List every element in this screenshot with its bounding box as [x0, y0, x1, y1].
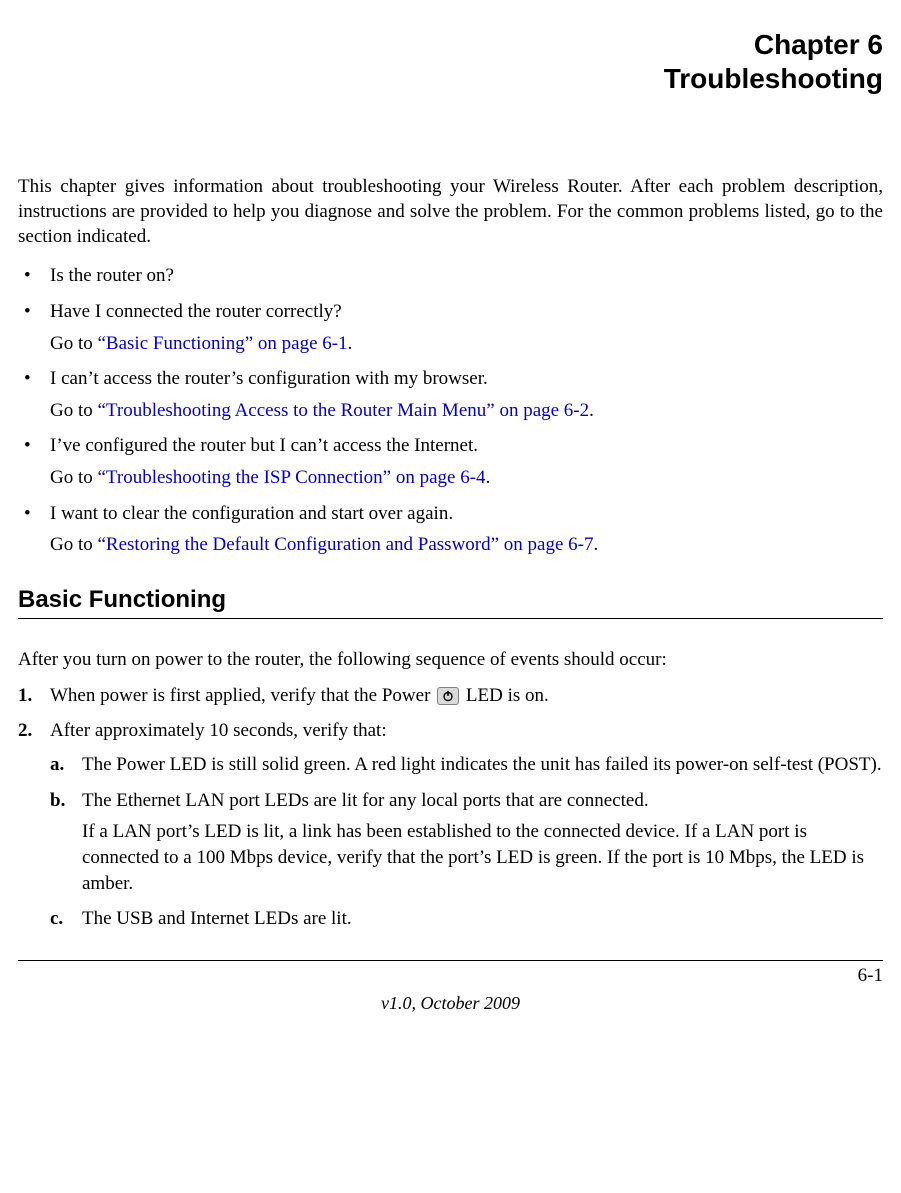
list-item-goto: Go to “Restoring the Default Configurati… [50, 532, 883, 558]
substep-letter: a. [50, 752, 64, 778]
list-item-text: Is the router on? [50, 265, 174, 286]
substep-text: The Power LED is still solid green. A re… [82, 754, 882, 775]
list-item-text: I can’t access the router’s configuratio… [50, 368, 488, 389]
list-item: Is the router on? [18, 263, 883, 289]
goto-prefix: Go to [50, 534, 98, 555]
problem-bullet-list: Is the router on? Have I connected the r… [18, 263, 883, 558]
step-text: After approximately 10 seconds, verify t… [50, 720, 387, 741]
list-item-text: I’ve configured the router but I can’t a… [50, 435, 478, 456]
goto-suffix: . [486, 467, 491, 488]
cross-ref-link[interactable]: “Troubleshooting the ISP Connection” on … [98, 467, 486, 488]
list-item-goto: Go to “Basic Functioning” on page 6-1. [50, 331, 883, 357]
step-number: 2. [18, 718, 32, 744]
cross-ref-link[interactable]: “Restoring the Default Configuration and… [98, 534, 594, 555]
step-text-post: LED is on. [461, 685, 549, 706]
list-item: Have I connected the router correctly? G… [18, 299, 883, 356]
goto-suffix: . [594, 534, 599, 555]
goto-prefix: Go to [50, 333, 98, 354]
section-heading: Basic Functioning [18, 586, 883, 614]
chapter-number: Chapter 6 [18, 28, 883, 62]
goto-prefix: Go to [50, 467, 98, 488]
footer-rule [18, 960, 883, 961]
chapter-header: Chapter 6 Troubleshooting [18, 28, 883, 95]
section-rule [18, 618, 883, 619]
list-item: I want to clear the configuration and st… [18, 501, 883, 558]
step-item: 1. When power is first applied, verify t… [18, 683, 883, 709]
cross-ref-link[interactable]: “Troubleshooting Access to the Router Ma… [98, 400, 590, 421]
power-icon [437, 687, 459, 705]
step-text-pre: When power is first applied, verify that… [50, 685, 435, 706]
numbered-steps: 1. When power is first applied, verify t… [18, 683, 883, 932]
goto-prefix: Go to [50, 400, 98, 421]
list-item-text: I want to clear the configuration and st… [50, 503, 453, 524]
chapter-title: Troubleshooting [18, 62, 883, 96]
list-item: I can’t access the router’s configuratio… [18, 366, 883, 423]
substep-letter: c. [50, 906, 63, 932]
chapter-intro: This chapter gives information about tro… [18, 175, 883, 249]
list-item-goto: Go to “Troubleshooting Access to the Rou… [50, 398, 883, 424]
page-footer: 6-1 v1.0, October 2009 [18, 960, 883, 1014]
substep-item: c. The USB and Internet LEDs are lit. [50, 906, 883, 932]
step-item: 2. After approximately 10 seconds, verif… [18, 718, 883, 931]
substep-text: The USB and Internet LEDs are lit. [82, 908, 352, 929]
substep-item: b. The Ethernet LAN port LEDs are lit fo… [50, 788, 883, 897]
list-item: I’ve configured the router but I can’t a… [18, 433, 883, 490]
goto-suffix: . [348, 333, 353, 354]
step-number: 1. [18, 683, 32, 709]
page-number: 6-1 [18, 965, 883, 987]
list-item-text: Have I connected the router correctly? [50, 301, 342, 322]
cross-ref-link[interactable]: “Basic Functioning” on page 6-1 [98, 333, 348, 354]
substeps: a. The Power LED is still solid green. A… [50, 752, 883, 932]
list-item-goto: Go to “Troubleshooting the ISP Connectio… [50, 465, 883, 491]
substep-followup: If a LAN port’s LED is lit, a link has b… [82, 819, 883, 896]
doc-version: v1.0, October 2009 [18, 993, 883, 1014]
goto-suffix: . [589, 400, 594, 421]
substep-item: a. The Power LED is still solid green. A… [50, 752, 883, 778]
substep-text: The Ethernet LAN port LEDs are lit for a… [82, 790, 649, 811]
substep-letter: b. [50, 788, 65, 814]
section-intro: After you turn on power to the router, t… [18, 647, 883, 673]
